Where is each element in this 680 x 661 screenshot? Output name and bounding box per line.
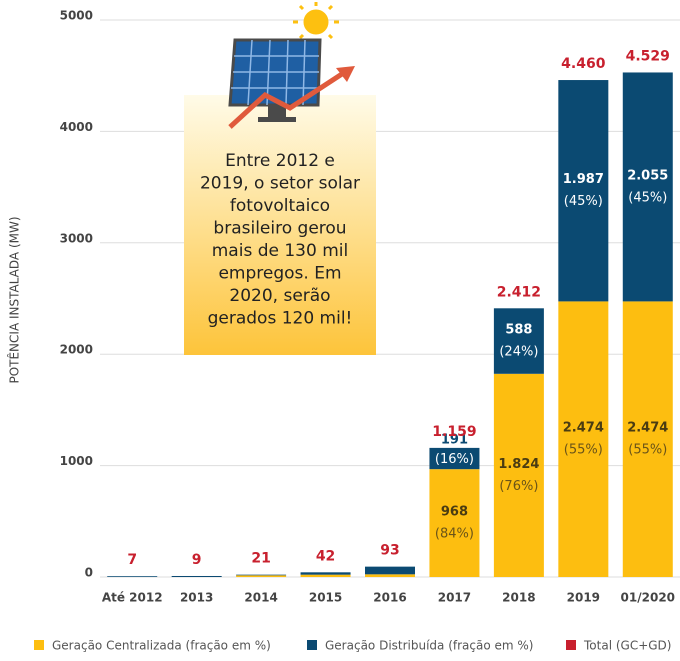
bar-segment — [493, 373, 544, 577]
x-tick-label: 2014 — [244, 591, 277, 605]
total-label: 21 — [251, 551, 270, 567]
total-label: 4.529 — [626, 48, 670, 64]
x-tick-label: Até 2012 — [102, 591, 163, 605]
annotation-line: gerados 120 mil! — [208, 309, 353, 329]
y-tick-label: 1000 — [60, 454, 93, 468]
bar-segment — [236, 574, 287, 576]
value-label: 1.987 — [563, 172, 604, 187]
y-tick-label: 0 — [85, 566, 93, 580]
legend-label: Total (GC+GD) — [583, 639, 671, 653]
value-label: 191 — [441, 432, 468, 447]
total-label: 93 — [380, 543, 399, 559]
annotation-line: empregos. Em — [218, 264, 341, 284]
bar-segment — [300, 572, 351, 575]
bar-segment — [300, 574, 351, 577]
value-label: 2.055 — [627, 168, 668, 183]
annotation-background — [184, 95, 376, 355]
solar-panel-icon — [228, 38, 322, 122]
annotation-line: mais de 130 mil — [212, 241, 348, 261]
value-label: 2.474 — [627, 421, 668, 436]
annotation-line: brasileiro gerou — [213, 219, 346, 239]
sun-icon — [293, 2, 339, 40]
bar-segment — [558, 301, 609, 577]
share-label: (55%) — [628, 443, 667, 458]
share-label: (45%) — [564, 194, 603, 209]
bar-segment — [429, 447, 480, 470]
share-label: (24%) — [499, 345, 538, 360]
share-label: (55%) — [564, 443, 603, 458]
legend-label: Geração Distribuída (fração em %) — [325, 639, 534, 653]
value-label: 2.474 — [563, 421, 604, 436]
y-tick-label: 3000 — [60, 231, 93, 245]
legend-swatch — [566, 640, 576, 650]
bar-segment — [171, 575, 222, 577]
x-tick-label: 2015 — [309, 591, 342, 605]
share-label: (45%) — [628, 190, 667, 205]
bar-segment — [493, 308, 544, 374]
bar-segment — [558, 80, 609, 302]
value-label: 1.824 — [498, 457, 539, 472]
x-tick-label: 2018 — [502, 591, 535, 605]
x-tick-label: 2016 — [373, 591, 406, 605]
bar-segment — [107, 576, 158, 577]
bar-segment — [429, 469, 480, 577]
bar-segment — [365, 566, 415, 575]
legend-swatch — [307, 640, 317, 650]
value-label: 588 — [505, 323, 532, 338]
annotation-box: Entre 2012 e 2019, o setor solarfotovolta… — [184, 2, 376, 355]
legend-swatch — [34, 640, 44, 650]
y-tick-label: 2000 — [60, 343, 93, 357]
annotation-line: 2019, o setor solar — [200, 174, 360, 194]
total-label: 9 — [192, 552, 202, 568]
bar-segment — [622, 72, 673, 302]
trend-arrow-icon — [228, 66, 355, 129]
annotation-line: fotovoltaico — [230, 196, 330, 216]
share-label: (76%) — [499, 479, 538, 494]
annotation-line: 2020, serão — [229, 286, 330, 306]
legend-label: Geração Centralizada (fração em %) — [52, 639, 271, 653]
y-axis-label: POTÊNCIA INSTALADA (MW) — [7, 216, 22, 383]
x-tick-label: 2017 — [438, 591, 471, 605]
total-label: 2.412 — [497, 284, 541, 300]
y-tick-label: 4000 — [60, 120, 93, 134]
total-label: 4.460 — [561, 56, 606, 72]
total-label: 1.159 — [432, 424, 476, 440]
value-label: 968 — [441, 505, 468, 520]
share-label: (16%) — [435, 452, 474, 467]
bar-segment — [365, 574, 415, 577]
annotation-line: Entre 2012 e — [225, 151, 335, 171]
x-tick-label: 2013 — [180, 591, 213, 605]
bar-segment — [622, 301, 673, 577]
total-label: 7 — [127, 552, 137, 568]
total-label: 42 — [316, 548, 335, 564]
x-tick-label: 01/2020 — [621, 591, 675, 605]
x-tick-label: 2019 — [567, 591, 600, 605]
bar-segment — [236, 575, 287, 577]
y-tick-label: 5000 — [60, 9, 93, 23]
share-label: (84%) — [435, 527, 474, 542]
